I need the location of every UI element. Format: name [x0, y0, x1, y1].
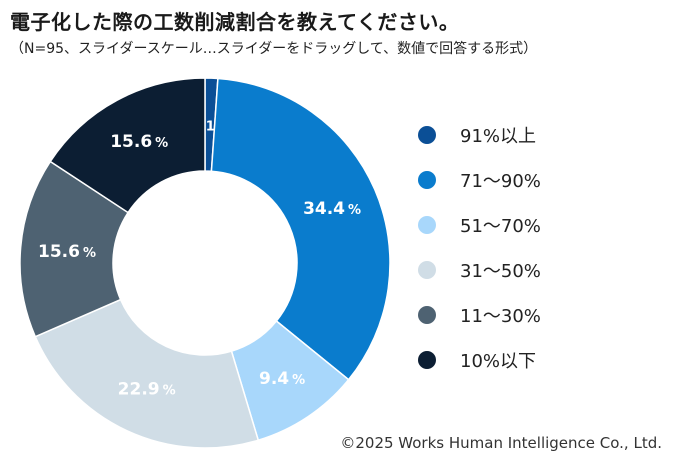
legend-swatch	[418, 215, 436, 234]
data-label-3: 9.4%	[259, 369, 305, 389]
legend-swatch	[418, 305, 436, 324]
legend-label: 91%以上	[460, 125, 537, 147]
donut-slice-6	[49, 77, 206, 214]
chart-legend: 91%以上 71〜90% 51〜70% 31〜50% 11〜30% 10%以下	[418, 112, 541, 382]
legend-item-3: 51〜70%	[418, 202, 541, 247]
legend-swatch	[418, 260, 436, 279]
legend-label: 11〜30%	[460, 305, 541, 327]
chart-subtitle: （N=95、スライダースケール…スライダーをドラッグして、数値で回答する形式）	[10, 41, 538, 57]
data-label-2: 34.4%	[303, 199, 361, 219]
legend-label: 51〜70%	[460, 215, 541, 237]
chart-title: 電子化した際の工数削減割合を教えてください。	[10, 10, 460, 34]
legend-item-6: 10%以下	[418, 337, 541, 382]
legend-swatch	[418, 350, 436, 369]
legend-item-5: 11〜30%	[418, 292, 541, 337]
legend-label: 10%以下	[460, 350, 537, 372]
legend-item-1: 91%以上	[418, 112, 541, 157]
legend-item-4: 31〜50%	[418, 247, 541, 292]
data-label-6: 15.6%	[110, 132, 168, 152]
legend-label: 71〜90%	[460, 170, 541, 192]
copyright-text: ©2025 Works Human Intelligence Co., Ltd.	[340, 434, 662, 452]
data-label-5: 15.6%	[38, 242, 96, 262]
legend-swatch	[418, 170, 436, 189]
legend-label: 31〜50%	[460, 260, 541, 282]
data-label-4: 22.9%	[118, 380, 176, 400]
donut-slice-4	[34, 298, 260, 449]
donut-slice-5	[19, 160, 130, 338]
legend-swatch	[418, 125, 436, 144]
legend-item-2: 71〜90%	[418, 157, 541, 202]
donut-slice-2	[210, 77, 391, 381]
